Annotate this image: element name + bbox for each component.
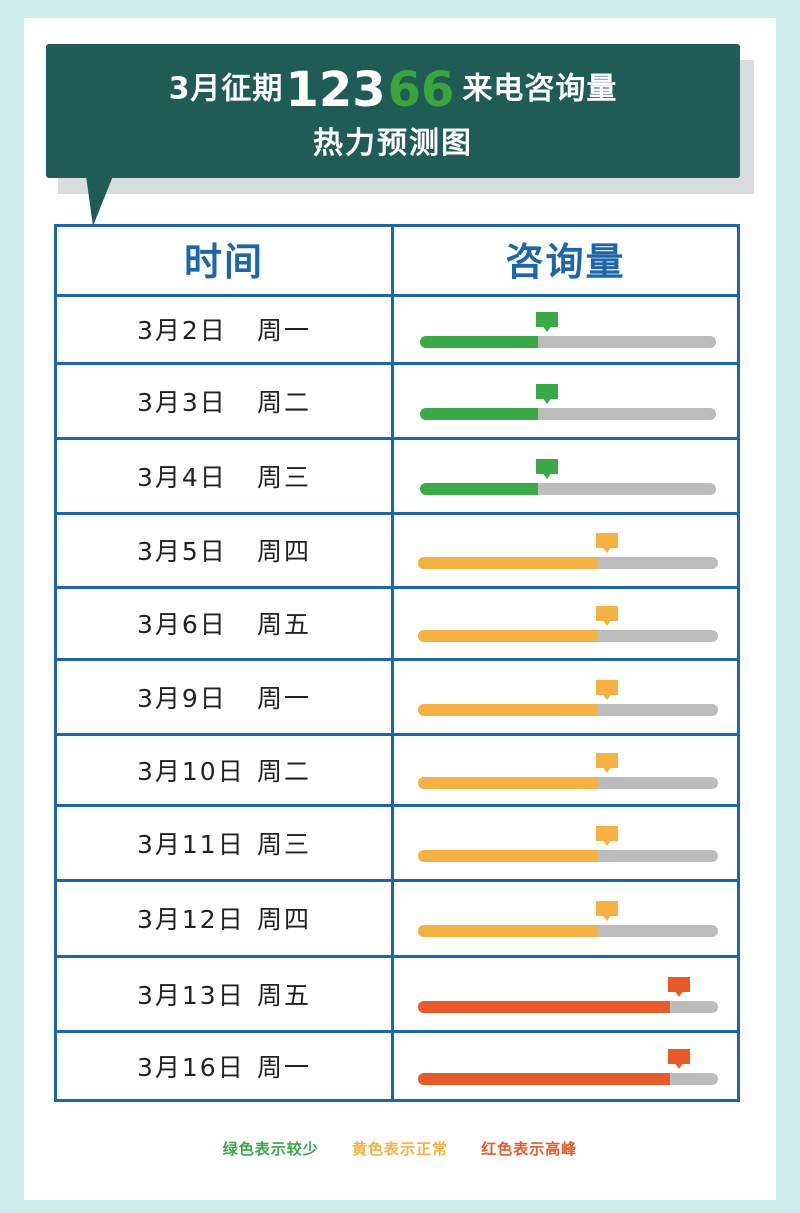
table-row-date: 3月4日 周三 <box>57 440 391 515</box>
row-divider <box>57 512 737 515</box>
date-text: 3月5日 <box>136 537 227 566</box>
level-marker-icon <box>596 753 618 773</box>
table-row-date: 3月10日 周二 <box>57 736 391 807</box>
volume-bar-track <box>418 925 718 937</box>
volume-bar-fill-green <box>420 483 538 495</box>
weekday-text: 周一 <box>256 316 311 345</box>
weekday-text: 周一 <box>256 1053 311 1082</box>
level-marker-icon <box>596 606 618 626</box>
level-marker-icon <box>596 901 618 921</box>
date-text: 3月4日 <box>136 463 227 492</box>
date-text: 3月6日 <box>136 610 227 639</box>
volume-bar-fill-yellow <box>418 557 598 569</box>
row-divider <box>57 586 737 589</box>
date-text: 3月2日 <box>136 316 227 345</box>
header-time: 时间 <box>183 240 264 284</box>
date-text: 3月13日 <box>136 981 245 1010</box>
weekday-text: 周四 <box>256 537 311 566</box>
volume-bar-track <box>418 704 718 716</box>
legend-red: 红色表示高峰 <box>481 1140 578 1158</box>
volume-bar-fill-yellow <box>418 925 598 937</box>
weekday-text: 周一 <box>256 684 311 713</box>
volume-bar-track <box>420 483 716 495</box>
table-row-date: 3月3日 周二 <box>57 365 391 440</box>
level-marker-icon <box>668 977 690 997</box>
date-text: 3月11日 <box>136 830 245 859</box>
row-divider <box>57 437 737 440</box>
volume-bar-fill-yellow <box>418 630 598 642</box>
legend-yellow: 黄色表示正常 <box>351 1140 448 1158</box>
volume-bar-track <box>418 777 718 789</box>
level-marker-icon <box>536 459 558 479</box>
volume-bar-track <box>418 630 718 642</box>
title-suffix: 来电咨询量 <box>462 71 618 107</box>
weekday-text: 周二 <box>256 757 311 786</box>
volume-bar-track <box>420 408 716 420</box>
level-marker-icon <box>596 826 618 846</box>
title-line-1: 3月征期12366 来电咨询量 <box>46 54 740 124</box>
header-divider <box>57 294 737 297</box>
title-number: 123 <box>285 61 386 118</box>
date-text: 3月16日 <box>136 1053 245 1082</box>
row-divider <box>57 733 737 736</box>
table-row-date: 3月5日 周四 <box>57 515 391 589</box>
volume-bar-track <box>418 850 718 862</box>
legend-green: 绿色表示较少 <box>222 1140 319 1158</box>
volume-bar-fill-yellow <box>418 850 598 862</box>
forecast-table: 时间 咨询量 3月2日 周一 3月3日 周二 3月4日 周三 3月5日 周四 3月6日 周五 3月9… <box>54 224 740 1102</box>
column-divider <box>391 227 394 1099</box>
weekday-text: 周五 <box>256 981 311 1010</box>
table-row-date: 3月16日 周一 <box>57 1033 391 1102</box>
level-marker-icon <box>596 533 618 553</box>
date-text: 3月12日 <box>136 905 245 934</box>
table-row-date: 3月12日 周四 <box>57 882 391 958</box>
date-text: 3月10日 <box>136 757 245 786</box>
volume-bar-fill-red <box>418 1073 670 1085</box>
volume-bar-fill-yellow <box>418 704 598 716</box>
row-divider <box>57 1030 737 1033</box>
volume-bar-track <box>420 336 716 348</box>
weekday-text: 周四 <box>256 905 311 934</box>
title-subtitle: 热力预测图 <box>313 126 473 161</box>
table-row-date: 3月11日 周三 <box>57 807 391 882</box>
legend: 绿色表示较少 黄色表示正常 红色表示高峰 <box>0 1138 800 1159</box>
banner-speech-tail <box>86 176 113 226</box>
level-marker-icon <box>596 680 618 700</box>
weekday-text: 周五 <box>256 610 311 639</box>
title-banner <box>46 44 740 178</box>
volume-bar-fill-red <box>418 1001 670 1013</box>
table-row-date: 3月9日 周一 <box>57 661 391 736</box>
title-prefix: 3月征期 <box>168 71 284 107</box>
row-divider <box>57 362 737 365</box>
header-volume: 咨询量 <box>505 240 626 284</box>
level-marker-icon <box>536 384 558 404</box>
level-marker-icon <box>536 312 558 332</box>
row-divider <box>57 804 737 807</box>
title-number-highlight: 66 <box>387 61 455 118</box>
weekday-text: 周三 <box>256 830 311 859</box>
volume-bar-fill-green <box>420 408 538 420</box>
table-row-date: 3月6日 周五 <box>57 589 391 661</box>
level-marker-icon <box>668 1049 690 1069</box>
table-row-date: 3月2日 周一 <box>57 297 391 365</box>
volume-bar-fill-green <box>420 336 538 348</box>
table-row-date: 3月13日 周五 <box>57 958 391 1033</box>
row-divider <box>57 955 737 958</box>
volume-bar-fill-yellow <box>418 777 598 789</box>
weekday-text: 周三 <box>256 463 311 492</box>
volume-bar-track <box>418 1073 718 1085</box>
volume-bar-track <box>418 1001 718 1013</box>
volume-bar-track <box>418 557 718 569</box>
date-text: 3月3日 <box>136 388 227 417</box>
weekday-text: 周二 <box>256 388 311 417</box>
date-text: 3月9日 <box>136 684 227 713</box>
row-divider <box>57 658 737 661</box>
row-divider <box>57 879 737 882</box>
